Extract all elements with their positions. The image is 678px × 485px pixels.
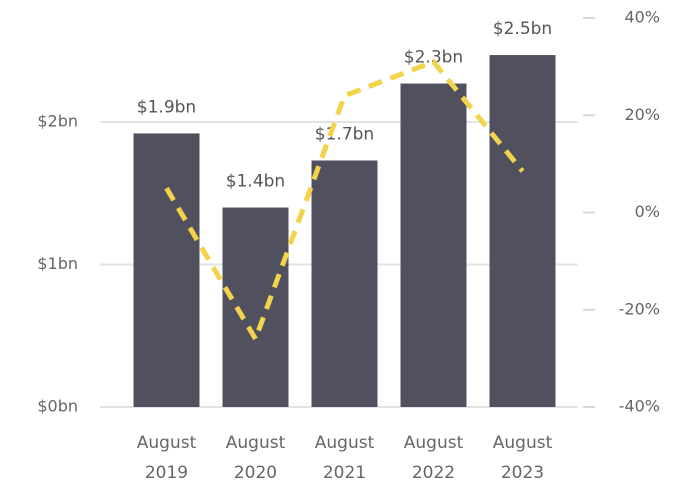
bar [133, 133, 200, 407]
bar [311, 160, 378, 407]
x-tick-label: August 2023 [492, 433, 553, 483]
y2-tick-label: 40% [624, 8, 660, 27]
x-tick-label: August 2020 [225, 433, 286, 483]
y-tick-label: $0bn [37, 397, 78, 416]
y2-tick-label: -40% [619, 397, 660, 416]
x-tick-label: August 2021 [314, 433, 375, 483]
x-tick-label: August 2022 [403, 433, 464, 483]
data-label: $1.4bn [226, 172, 285, 192]
y2-tick-label: 0% [635, 202, 660, 221]
y-tick-label: $1bn [37, 254, 78, 273]
line [164, 58, 525, 345]
x-tick-label: August 2019 [136, 433, 197, 483]
y2-tick-label: 20% [624, 105, 660, 124]
data-label: $2.3bn [404, 48, 463, 68]
y2-tick-label: -20% [619, 299, 660, 318]
data-label: $1.9bn [137, 97, 196, 117]
data-label: $1.7bn [315, 124, 374, 144]
y-tick-label: $2bn [37, 112, 78, 131]
data-label: $2.5bn [493, 19, 552, 39]
bar [489, 55, 556, 408]
bar [400, 83, 467, 408]
bar [222, 207, 289, 407]
